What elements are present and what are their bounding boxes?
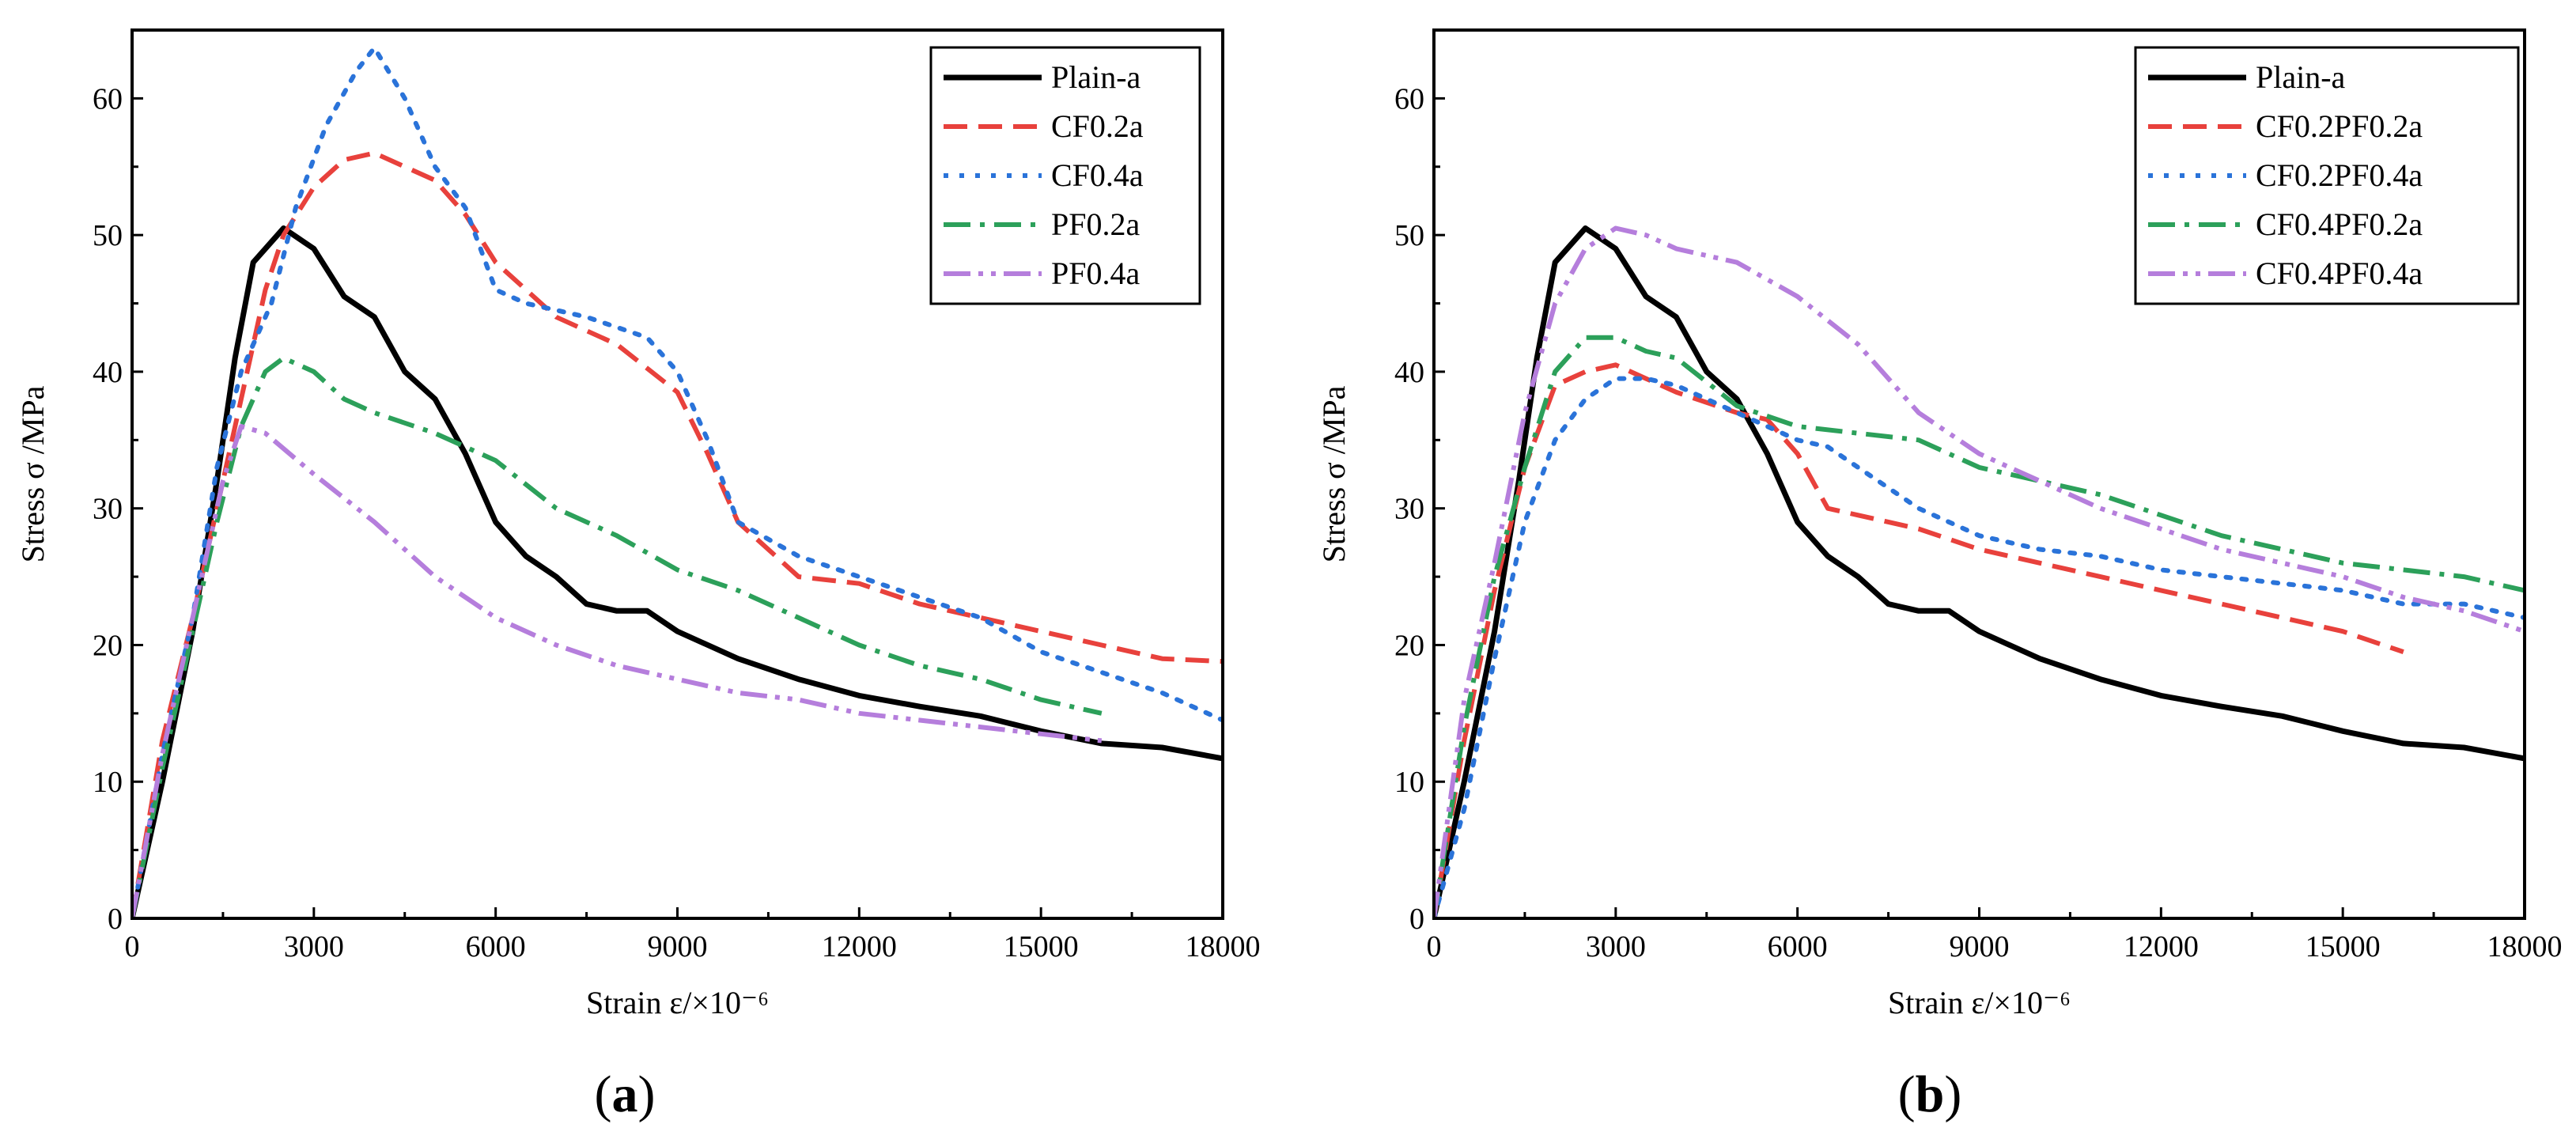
x-tick-label: 18000	[1186, 930, 1261, 963]
y-axis-title: Stress σ /MPa	[1316, 385, 1352, 562]
x-tick-label: 9000	[1950, 930, 2010, 963]
y-tick-label: 10	[93, 766, 123, 799]
legend-label: CF0.4PF0.2a	[2256, 206, 2423, 242]
y-tick-label: 40	[93, 356, 123, 389]
x-axis-title: Strain ε/×10⁻⁶	[586, 985, 769, 1020]
panel-label: (a)	[595, 1065, 656, 1123]
x-tick-label: 9000	[648, 930, 708, 963]
x-tick-label: 15000	[1004, 930, 1079, 963]
legend: Plain-a CF0.2PF0.2a CF0.2PF0.4a CF0.4PF0.2a…	[2134, 46, 2520, 305]
panel-label-letter: b	[1916, 1065, 1945, 1123]
legend-label: CF0.4a	[1051, 157, 1144, 193]
legend-label: CF0.2PF0.2a	[2256, 108, 2423, 144]
x-tick-label: 6000	[1768, 930, 1828, 963]
chart-panel-a: 0 3000 6000 9000 12000 15000 18000 0 10 20 30 40 50 6…	[15, 28, 1261, 1123]
legend-label: CF0.4PF0.4a	[2256, 255, 2423, 291]
legend-label: Plain-a	[2256, 59, 2346, 95]
chart-panel-b: 0 3000 6000 9000 12000 15000 18000 0 10 20 30 40 50 6…	[1316, 28, 2563, 1123]
x-tick-label: 0	[1427, 930, 1442, 963]
y-tick-label: 40	[1394, 356, 1424, 389]
x-tick-label: 3000	[284, 930, 344, 963]
x-axis-title: Strain ε/×10⁻⁶	[1888, 985, 2071, 1020]
y-tick-label: 20	[93, 629, 123, 662]
y-tick-label: 50	[93, 219, 123, 252]
y-tick-label: 0	[1409, 903, 1424, 936]
series-line-CF0.4PF0.4a	[1434, 225, 2525, 918]
y-tick-label: 0	[108, 903, 123, 936]
y-tick-label: 60	[1394, 82, 1424, 115]
y-tick-label: 30	[1394, 493, 1424, 526]
panel-label-letter: a	[612, 1065, 638, 1123]
series-line-Plain-a	[132, 225, 1223, 918]
legend-label: Plain-a	[1051, 59, 1141, 95]
y-tick-label: 10	[1394, 766, 1424, 799]
x-tick-label: 18000	[2487, 930, 2563, 963]
series-line-PF0.2a	[132, 355, 1103, 918]
plot-area	[1434, 225, 2525, 918]
legend-label: PF0.2a	[1051, 206, 1140, 242]
y-tick-label: 20	[1394, 629, 1424, 662]
legend-label: PF0.4a	[1051, 255, 1140, 291]
plot-area	[132, 45, 1223, 918]
series-line-Plain-a	[1434, 225, 2525, 918]
y-tick-label: 30	[93, 493, 123, 526]
series-line-PF0.4a	[132, 424, 1103, 918]
legend-label: CF0.2PF0.4a	[2256, 157, 2423, 193]
panel-label: (b)	[1898, 1065, 1962, 1123]
x-tick-label: 12000	[2124, 930, 2199, 963]
y-tick-label: 50	[1394, 219, 1424, 252]
legend: Plain-a CF0.2a CF0.4a PF0.2a PF0.4a	[929, 46, 1201, 305]
x-tick-label: 0	[125, 930, 140, 963]
x-tick-label: 12000	[822, 930, 897, 963]
series-line-CF0.2PF0.2a	[1434, 362, 2404, 918]
x-tick-label: 15000	[2306, 930, 2381, 963]
x-tick-label: 6000	[466, 930, 526, 963]
series-line-CF0.2PF0.4a	[1434, 376, 2525, 918]
x-tick-label: 3000	[1586, 930, 1646, 963]
series-line-CF0.4PF0.2a	[1434, 335, 2525, 918]
y-tick-label: 60	[93, 82, 123, 115]
legend-label: CF0.2a	[1051, 108, 1144, 144]
y-axis-title: Stress σ /MPa	[15, 385, 51, 562]
